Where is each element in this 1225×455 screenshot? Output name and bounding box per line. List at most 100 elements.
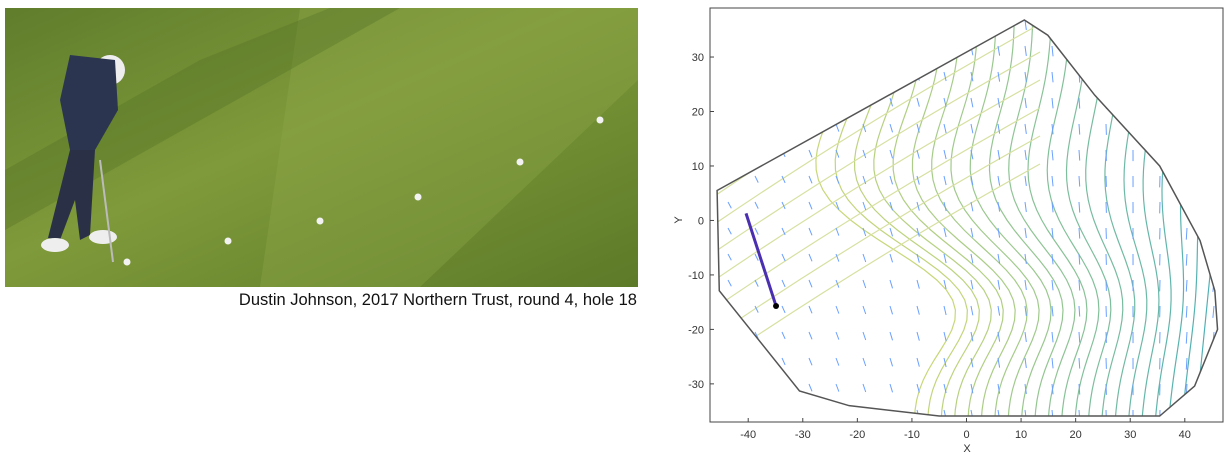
contour-line bbox=[912, 0, 1015, 430]
flow-arrow bbox=[755, 202, 758, 209]
y-tick-label: -20 bbox=[688, 324, 704, 336]
canvas: Dustin Johnson, 2017 Northern Trust, rou… bbox=[0, 0, 1225, 455]
flow-arrow bbox=[1186, 150, 1187, 162]
flow-arrow bbox=[944, 150, 946, 159]
flow-arrow bbox=[1079, 176, 1080, 187]
flow-arrow bbox=[944, 254, 946, 263]
flow-arrow bbox=[998, 306, 1000, 316]
flow-arrow bbox=[1079, 306, 1080, 317]
flow-arrow bbox=[944, 410, 946, 419]
flow-arrow bbox=[836, 46, 839, 54]
flow-arrow bbox=[917, 358, 919, 367]
flow-arrow bbox=[1186, 176, 1187, 188]
flow-arrow bbox=[863, 46, 866, 54]
flow-arrow bbox=[755, 254, 758, 261]
x-tick-label: 0 bbox=[963, 429, 969, 441]
flow-arrow bbox=[1186, 254, 1187, 266]
flow-arrow bbox=[1025, 150, 1026, 160]
flow-arrow bbox=[1213, 202, 1214, 214]
flow-arrow bbox=[917, 20, 919, 29]
flow-arrow bbox=[890, 46, 893, 54]
contour-line bbox=[700, 24, 1040, 234]
flow-arrow bbox=[728, 98, 731, 104]
flow-arrow bbox=[998, 410, 1000, 420]
flow-arrow bbox=[1213, 384, 1214, 396]
flow-arrow bbox=[944, 124, 946, 133]
flow-arrow bbox=[917, 46, 919, 55]
flow-arrow bbox=[1186, 46, 1187, 58]
flow-arrow bbox=[971, 20, 973, 29]
flow-arrow bbox=[1025, 280, 1026, 290]
flow-arrow bbox=[971, 280, 973, 289]
flow-arrow bbox=[1079, 358, 1080, 369]
flow-arrow bbox=[809, 384, 812, 391]
flow-arrow bbox=[755, 98, 758, 105]
flow-arrow bbox=[971, 254, 973, 263]
flow-arrow bbox=[836, 20, 839, 28]
x-tick-label: 20 bbox=[1070, 429, 1082, 441]
flow-arrow bbox=[1052, 358, 1053, 368]
flow-arrow bbox=[944, 176, 946, 185]
y-tick-label: 20 bbox=[692, 107, 704, 119]
flow-arrow bbox=[1052, 46, 1053, 56]
flow-arrow bbox=[1213, 124, 1214, 136]
flow-arrow bbox=[917, 306, 919, 315]
x-tick-label: -30 bbox=[795, 429, 811, 441]
flow-arrow bbox=[890, 150, 893, 158]
contour-line bbox=[1047, 0, 1099, 430]
contour-line bbox=[700, 0, 1040, 150]
flow-arrow bbox=[809, 20, 812, 27]
contour-line bbox=[1168, 0, 1200, 430]
flow-arrow bbox=[1213, 46, 1214, 58]
flow-arrow bbox=[1079, 98, 1080, 109]
y-axis-label: Y bbox=[673, 216, 685, 224]
flow-arrow bbox=[728, 72, 731, 78]
flow-arrow bbox=[809, 150, 812, 157]
flow-arrow bbox=[917, 280, 919, 289]
flow-arrow bbox=[1052, 410, 1053, 420]
flow-arrow bbox=[728, 410, 731, 416]
flow-arrow bbox=[755, 72, 758, 79]
flow-arrow bbox=[809, 306, 812, 313]
flow-arrow bbox=[836, 306, 839, 314]
green-boundary bbox=[717, 20, 1217, 416]
flow-arrow bbox=[890, 358, 893, 366]
flow-arrow bbox=[728, 150, 731, 156]
y-tick-label: 30 bbox=[692, 52, 704, 64]
flow-arrow bbox=[836, 358, 839, 366]
flow-arrow bbox=[809, 358, 812, 365]
flow-arrow bbox=[863, 98, 866, 106]
flow-arrow bbox=[998, 124, 1000, 134]
flow-arrow bbox=[1052, 98, 1053, 108]
flow-arrow bbox=[1025, 332, 1026, 342]
flow-arrow bbox=[1025, 72, 1026, 82]
flow-arrow bbox=[809, 202, 812, 209]
y-tick-label: 10 bbox=[692, 161, 704, 173]
contour-line bbox=[700, 164, 1040, 374]
flow-arrow bbox=[755, 20, 758, 27]
flow-arrow bbox=[1186, 280, 1187, 292]
flow-arrow bbox=[1186, 358, 1187, 370]
flow-arrow bbox=[1079, 202, 1080, 213]
flow-arrow bbox=[728, 20, 731, 26]
flow-arrow bbox=[863, 358, 866, 366]
flow-arrow bbox=[1213, 228, 1214, 240]
flow-arrow bbox=[863, 410, 866, 418]
flow-arrow bbox=[944, 20, 946, 29]
flow-arrow bbox=[728, 358, 731, 364]
flow-arrow bbox=[782, 410, 785, 417]
flow-arrow bbox=[1025, 410, 1026, 420]
flow-arrow bbox=[836, 332, 839, 340]
contour-line bbox=[1086, 0, 1123, 430]
flow-arrow bbox=[971, 124, 973, 133]
flow-arrow bbox=[890, 176, 893, 184]
flow-arrow bbox=[890, 124, 893, 132]
flow-arrow bbox=[863, 20, 866, 28]
flow-arrow bbox=[1025, 358, 1026, 368]
flow-arrow bbox=[1213, 150, 1214, 162]
y-tick-label: 0 bbox=[698, 215, 704, 227]
flow-arrow bbox=[890, 384, 893, 392]
flow-arrow bbox=[1186, 20, 1187, 32]
flow-arrow bbox=[998, 176, 1000, 186]
flow-arrow bbox=[755, 124, 758, 131]
